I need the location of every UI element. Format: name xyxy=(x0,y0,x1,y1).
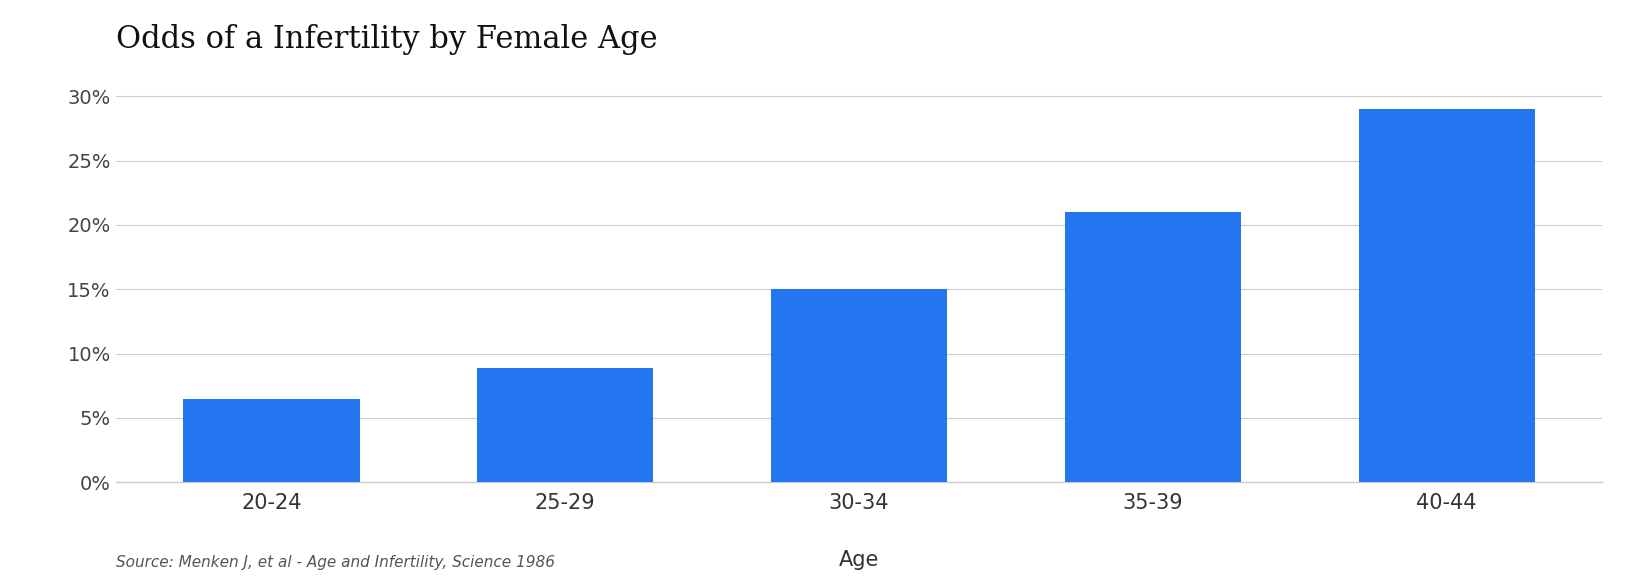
Bar xyxy=(771,289,947,482)
Bar xyxy=(477,368,653,482)
Bar xyxy=(1358,109,1535,482)
Bar xyxy=(1066,212,1241,482)
Text: Source: Menken J, et al - Age and Infertility, Science 1986: Source: Menken J, et al - Age and Infert… xyxy=(116,555,555,570)
Text: Odds of a Infertility by Female Age: Odds of a Infertility by Female Age xyxy=(116,24,657,55)
Text: Age: Age xyxy=(839,550,879,570)
Bar xyxy=(183,399,360,482)
